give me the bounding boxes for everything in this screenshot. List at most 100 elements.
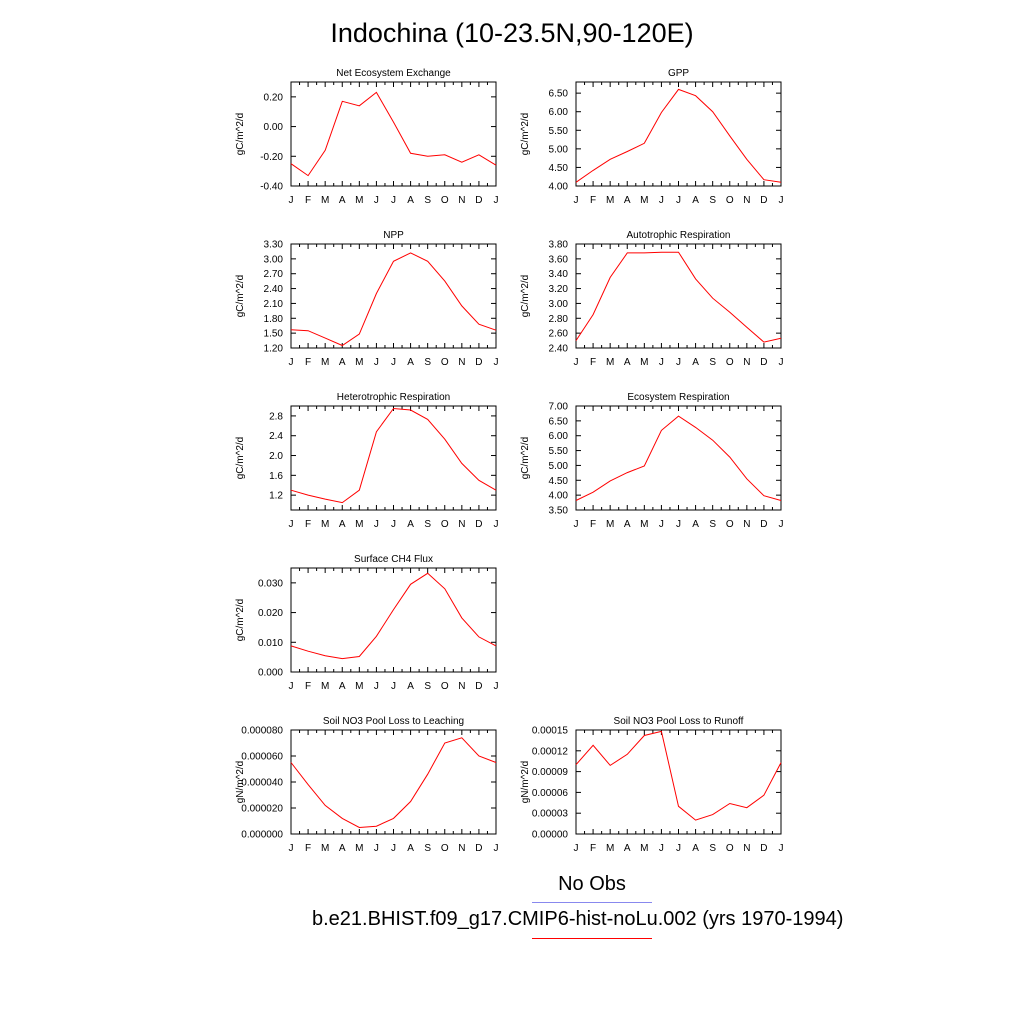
x-tick-label: J (676, 357, 681, 368)
plot-frame (575, 243, 782, 349)
y-tick-label: 6.00 (549, 107, 569, 118)
x-tick-label: F (590, 843, 596, 854)
y-axis-label: gC/m^2/d (235, 599, 246, 642)
y-tick-label: 0.000000 (241, 830, 283, 841)
y-tick-label: 2.80 (549, 314, 569, 325)
x-tick-label: S (709, 519, 716, 530)
x-tick-label: M (321, 195, 329, 206)
y-tick-label: 1.80 (264, 314, 284, 325)
x-tick-label: F (305, 195, 311, 206)
x-tick-label: A (339, 357, 346, 368)
x-tick-label: J (494, 843, 499, 854)
y-tick-label: 6.50 (549, 416, 569, 427)
y-tick-label: 2.40 (264, 284, 284, 295)
x-tick-label: N (743, 195, 750, 206)
page-title: Indochina (10-23.5N,90-120E) (330, 18, 694, 48)
chart-title: GPP (668, 68, 689, 79)
y-tick-label: 3.60 (549, 254, 569, 265)
x-tick-label: D (475, 681, 482, 692)
y-tick-label: 0.00009 (532, 767, 569, 778)
y-tick-label: 2.4 (269, 431, 283, 442)
x-tick-label: N (458, 357, 465, 368)
y-tick-label: 2.0 (269, 451, 283, 462)
x-tick-label: D (760, 843, 767, 854)
x-tick-label: D (760, 195, 767, 206)
x-tick-label: O (441, 357, 449, 368)
y-tick-label: 5.50 (549, 126, 569, 137)
x-tick-label: M (321, 681, 329, 692)
y-axis-label: gC/m^2/d (520, 275, 531, 318)
y-tick-label: 3.30 (264, 240, 284, 251)
series-line (290, 572, 497, 660)
legend-model-line (532, 938, 652, 939)
x-tick-label: A (624, 357, 631, 368)
chart-title: Ecosystem Respiration (627, 392, 729, 403)
x-tick-label: A (692, 519, 699, 530)
x-tick-label: A (407, 681, 414, 692)
y-tick-label: 0.00012 (532, 746, 569, 757)
y-tick-label: -0.40 (260, 182, 283, 193)
y-axis-label: gC/m^2/d (235, 275, 246, 318)
x-tick-label: F (305, 681, 311, 692)
chart-title: Net Ecosystem Exchange (336, 68, 451, 79)
x-tick-label: F (305, 519, 311, 530)
x-tick-label: J (391, 519, 396, 530)
x-tick-label: D (475, 357, 482, 368)
x-tick-label: J (779, 195, 784, 206)
x-tick-label: J (659, 519, 664, 530)
x-tick-label: A (339, 681, 346, 692)
x-tick-label: N (458, 843, 465, 854)
x-tick-label: J (779, 519, 784, 530)
x-tick-label: N (743, 519, 750, 530)
y-tick-label: 0.030 (258, 578, 283, 589)
y-tick-label: 4.50 (549, 476, 569, 487)
x-tick-label: N (458, 519, 465, 530)
y-axis-label: gC/m^2/d (520, 437, 531, 480)
series-line (575, 88, 782, 183)
x-tick-label: D (475, 519, 482, 530)
y-tick-label: 0.000020 (241, 804, 283, 815)
x-tick-label: F (590, 519, 596, 530)
x-tick-label: A (624, 843, 631, 854)
series-line (575, 730, 782, 821)
y-tick-label: 1.20 (264, 344, 284, 355)
x-tick-label: M (640, 195, 648, 206)
y-tick-label: 1.6 (269, 471, 283, 482)
plot-frame (290, 405, 497, 511)
x-tick-label: F (590, 195, 596, 206)
chart-title: NPP (383, 230, 404, 241)
y-tick-label: 2.8 (269, 411, 283, 422)
x-tick-label: J (289, 519, 294, 530)
x-tick-label: N (458, 195, 465, 206)
y-tick-label: 0.20 (264, 92, 284, 103)
x-tick-label: J (391, 681, 396, 692)
y-tick-label: 0.00006 (532, 788, 569, 799)
chart-title: Surface CH4 Flux (354, 554, 433, 565)
x-tick-label: M (355, 519, 363, 530)
y-tick-label: 0.000080 (241, 726, 283, 737)
x-tick-label: M (606, 843, 614, 854)
x-tick-label: J (676, 843, 681, 854)
x-tick-label: J (676, 519, 681, 530)
y-tick-label: 0.00015 (532, 726, 569, 737)
x-tick-label: J (494, 195, 499, 206)
y-tick-label: 4.50 (549, 163, 569, 174)
x-tick-label: M (606, 519, 614, 530)
y-tick-label: 0.000060 (241, 752, 283, 763)
x-tick-label: M (640, 843, 648, 854)
y-tick-label: 2.40 (549, 344, 569, 355)
x-tick-label: O (726, 519, 734, 530)
x-tick-label: J (779, 357, 784, 368)
x-tick-label: F (305, 843, 311, 854)
plot-frame (575, 729, 782, 835)
series-line (290, 91, 497, 177)
x-tick-label: J (494, 681, 499, 692)
x-tick-label: J (391, 843, 396, 854)
y-tick-label: 3.20 (549, 284, 569, 295)
x-tick-label: O (441, 843, 449, 854)
x-tick-label: N (458, 681, 465, 692)
x-tick-label: N (743, 843, 750, 854)
